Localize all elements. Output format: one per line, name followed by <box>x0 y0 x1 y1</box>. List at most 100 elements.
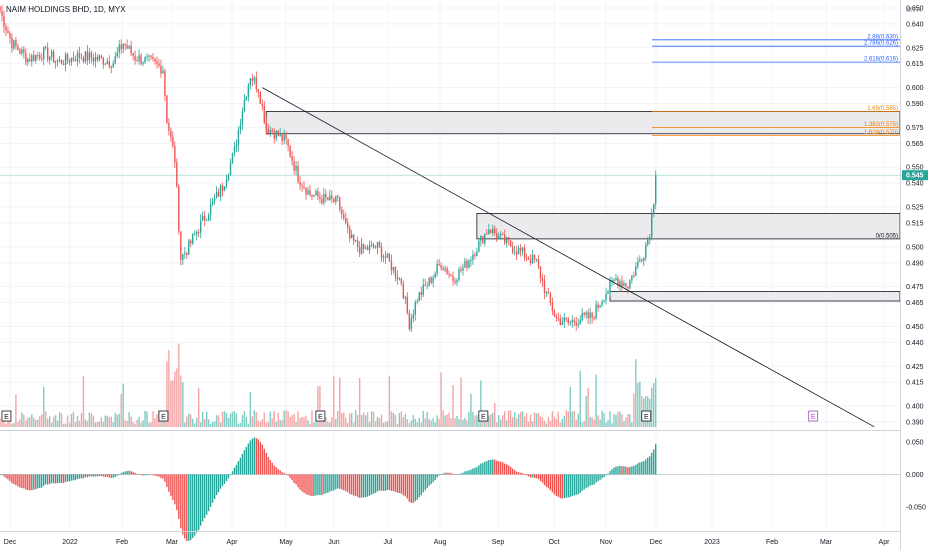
oscillator-bar <box>100 474 103 476</box>
candle-body <box>60 59 63 65</box>
volume-bar <box>623 421 625 427</box>
volume-bar <box>37 419 39 427</box>
candle-body <box>374 247 377 249</box>
price-tick-label: 0.650 <box>906 5 924 12</box>
candle-body <box>535 259 538 261</box>
earnings-marker[interactable] <box>315 410 326 422</box>
oscillator-bar <box>515 471 518 475</box>
volume-bar <box>591 416 593 427</box>
candle-body <box>104 63 107 65</box>
oscillator-bar <box>60 474 63 483</box>
candle-body <box>114 55 116 64</box>
volume-bar <box>255 412 258 427</box>
oscillator-bar <box>653 449 655 475</box>
oscillator-bar <box>643 461 645 475</box>
oscillator-bar <box>450 473 452 475</box>
volume-bar <box>452 385 454 427</box>
volume-bar <box>464 417 466 427</box>
fib-label: 1.65(0.585) <box>867 106 898 112</box>
volume-bar <box>335 418 337 427</box>
candle-body <box>45 46 47 48</box>
oscillator-bar <box>559 474 562 499</box>
oscillator-bar <box>199 474 202 526</box>
candle-body <box>583 312 585 315</box>
volume-bar <box>245 416 248 427</box>
oscillator-bar <box>635 464 637 475</box>
earnings-marker[interactable] <box>641 410 652 422</box>
oscillator-bar <box>120 473 122 475</box>
candle-body <box>86 51 89 61</box>
candle-body <box>142 62 144 64</box>
oscillator-bar <box>360 474 363 498</box>
candle-body <box>573 320 575 323</box>
candle-body <box>496 233 498 239</box>
oscillator-bar <box>136 473 138 475</box>
oscillator-bar <box>460 473 462 475</box>
volume-bar <box>551 411 554 427</box>
oscillator-bar <box>404 474 407 497</box>
oscillator-bar <box>327 474 329 493</box>
price-axis[interactable]: 0.650 0.640 0.625 0.615 0.600 0.590 0.575 0.565… <box>900 0 924 550</box>
candle-body <box>448 273 450 275</box>
volume-bar <box>523 416 526 427</box>
oscillator-bar <box>476 467 478 475</box>
volume-bar <box>593 419 595 427</box>
fib-label: 1.382(0.575) <box>864 122 898 128</box>
candle-body <box>19 50 21 54</box>
price-tick-label: 0.625 <box>906 45 924 52</box>
candle-body <box>384 256 387 258</box>
candle-body <box>62 64 65 66</box>
oscillator-bar <box>305 474 307 495</box>
candle-body <box>531 254 534 264</box>
candle-body <box>174 146 176 163</box>
oscillator-bar <box>323 474 325 494</box>
oscillator-bar <box>90 474 93 477</box>
oscillator-bar <box>436 474 438 478</box>
trendline[interactable] <box>262 87 875 428</box>
oscillator-bar <box>58 474 61 483</box>
candle-body <box>599 305 601 308</box>
oscillator-bar <box>482 463 484 475</box>
candle-body <box>52 51 55 63</box>
candle-body <box>144 56 146 63</box>
volume-bar <box>25 420 27 427</box>
oscillator-bar <box>525 474 528 476</box>
candle-body <box>29 58 31 62</box>
volume-bar <box>110 416 112 427</box>
volume-bar <box>263 412 265 427</box>
candle-body <box>655 175 657 205</box>
earnings-marker[interactable] <box>808 410 819 422</box>
volume-bar <box>277 412 279 427</box>
oscillator-bar <box>11 474 13 484</box>
oscillator-axis[interactable]: 0.050 0.000 -0.050 <box>906 439 926 511</box>
oscillator-bar <box>29 474 31 491</box>
oscillator-bar <box>454 474 456 476</box>
candle-body <box>313 195 315 197</box>
earnings-marker[interactable] <box>478 410 489 422</box>
candle-body <box>327 197 329 200</box>
oscillator-bar <box>229 474 232 476</box>
oscillator-bar <box>287 474 289 476</box>
candle-body <box>339 197 341 210</box>
candle-body <box>452 275 454 281</box>
oscillator-bar <box>158 474 160 477</box>
oscillator-bar <box>227 474 230 479</box>
volume-bar <box>549 421 552 427</box>
volume-bar <box>533 412 536 427</box>
volume-bar <box>307 420 309 427</box>
volume-bar <box>96 421 99 427</box>
candle-body <box>482 236 484 244</box>
candle-body <box>555 315 558 318</box>
earnings-marker[interactable] <box>1 410 12 422</box>
candle-body <box>136 60 138 62</box>
price-tick-label: 0.450 <box>906 324 924 331</box>
candle-body <box>207 214 210 220</box>
volume-bar <box>23 414 25 427</box>
earnings-marker[interactable] <box>158 410 169 422</box>
oscillator-bar <box>402 474 405 496</box>
volume-bar <box>402 417 405 427</box>
time-axis[interactable]: Dec 2022 Feb Mar Apr May Jun Jul Aug Sep Oct Nov Dec… <box>0 531 900 547</box>
price-tick-label: 0.440 <box>906 340 924 347</box>
volume-bar <box>156 414 158 427</box>
